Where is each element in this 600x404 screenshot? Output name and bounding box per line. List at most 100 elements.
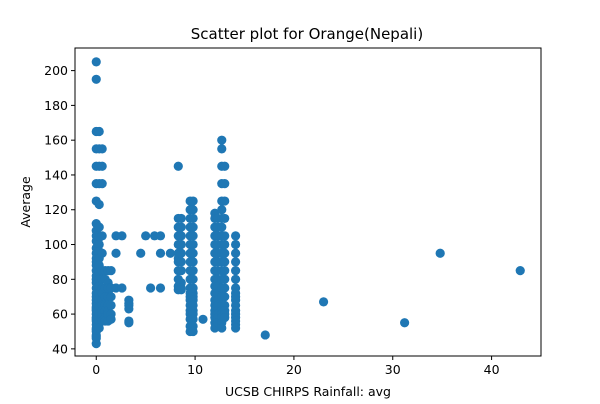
data-point xyxy=(106,266,116,276)
data-point xyxy=(188,248,198,258)
data-point xyxy=(146,283,156,293)
data-point xyxy=(155,231,166,241)
x-tick-label: 20 xyxy=(286,362,302,377)
data-point xyxy=(220,257,230,267)
data-point xyxy=(188,205,198,215)
data-point xyxy=(231,231,241,241)
data-point xyxy=(106,314,116,324)
y-tick-label: 60 xyxy=(52,307,68,322)
data-point xyxy=(136,248,146,258)
data-point xyxy=(97,144,107,154)
data-point xyxy=(155,248,166,258)
data-point xyxy=(106,300,116,310)
data-point xyxy=(176,257,186,267)
data-point xyxy=(188,274,198,284)
y-tick-label: 160 xyxy=(44,133,68,148)
x-axis: 0 10 20 30 40 xyxy=(92,356,500,377)
data-point xyxy=(217,323,227,333)
data-point xyxy=(94,239,104,250)
data-point xyxy=(94,126,104,137)
data-point xyxy=(198,314,208,324)
data-point xyxy=(188,222,198,232)
data-point xyxy=(91,57,101,67)
data-point xyxy=(220,239,230,250)
data-point xyxy=(188,266,198,276)
data-point xyxy=(111,248,121,258)
x-tick-label: 0 xyxy=(92,362,100,377)
data-point xyxy=(97,161,107,171)
data-points xyxy=(91,57,525,349)
data-point xyxy=(165,248,175,258)
data-point xyxy=(106,292,116,302)
data-point xyxy=(220,266,230,276)
data-point xyxy=(91,339,101,349)
data-point xyxy=(97,179,107,189)
data-point xyxy=(188,314,198,324)
data-point xyxy=(515,266,525,276)
data-point xyxy=(231,257,241,267)
data-point xyxy=(176,222,186,232)
x-tick-label: 30 xyxy=(385,362,401,377)
data-point xyxy=(117,231,127,241)
data-point xyxy=(220,283,230,293)
data-point xyxy=(188,196,198,206)
data-point xyxy=(155,283,166,293)
data-point xyxy=(231,323,241,333)
y-axis-label: Average xyxy=(18,176,33,228)
data-point xyxy=(188,326,198,337)
data-point xyxy=(188,231,198,241)
data-point xyxy=(188,239,198,250)
data-point xyxy=(94,323,104,333)
data-point xyxy=(94,199,104,210)
y-tick-label: 120 xyxy=(44,202,68,217)
data-point xyxy=(188,257,198,267)
data-point xyxy=(220,196,230,206)
data-point xyxy=(220,161,230,171)
data-point xyxy=(231,239,241,250)
x-axis-label: UCSB CHIRPS Rainfall: avg xyxy=(225,384,391,399)
data-point xyxy=(220,292,230,302)
y-axis: 40 60 80 100 120 140 160 180 200 xyxy=(44,63,75,356)
data-point xyxy=(188,213,198,224)
data-point xyxy=(400,318,410,328)
data-point xyxy=(217,205,227,215)
data-point xyxy=(220,231,230,241)
data-point xyxy=(176,248,186,258)
data-point xyxy=(217,135,227,145)
data-point xyxy=(220,312,230,323)
data-point xyxy=(260,330,270,340)
data-point xyxy=(176,231,186,241)
data-point xyxy=(231,274,241,284)
data-point xyxy=(231,248,241,258)
data-point xyxy=(91,332,101,342)
y-tick-label: 40 xyxy=(52,341,68,356)
data-point xyxy=(97,248,107,258)
data-point xyxy=(124,318,134,328)
data-point xyxy=(117,283,127,293)
data-point xyxy=(231,266,241,276)
data-point xyxy=(176,266,186,276)
data-point xyxy=(220,179,230,189)
data-point xyxy=(173,161,183,171)
data-point xyxy=(124,304,134,314)
y-tick-label: 100 xyxy=(44,237,68,252)
data-point xyxy=(94,222,104,232)
data-point xyxy=(176,239,186,250)
data-point xyxy=(97,231,107,241)
x-tick-label: 10 xyxy=(187,362,203,377)
data-point xyxy=(141,231,151,241)
y-tick-label: 80 xyxy=(52,272,68,287)
data-point xyxy=(217,144,227,154)
y-tick-label: 180 xyxy=(44,98,68,113)
data-point xyxy=(220,248,230,258)
data-point xyxy=(176,285,186,295)
data-point xyxy=(176,213,186,224)
y-tick-label: 200 xyxy=(44,63,68,78)
data-point xyxy=(217,222,227,232)
chart-title: Scatter plot for Orange(Nepali) xyxy=(191,25,423,43)
x-tick-label: 40 xyxy=(484,362,500,377)
y-tick-label: 140 xyxy=(44,167,68,182)
data-point xyxy=(91,74,101,84)
